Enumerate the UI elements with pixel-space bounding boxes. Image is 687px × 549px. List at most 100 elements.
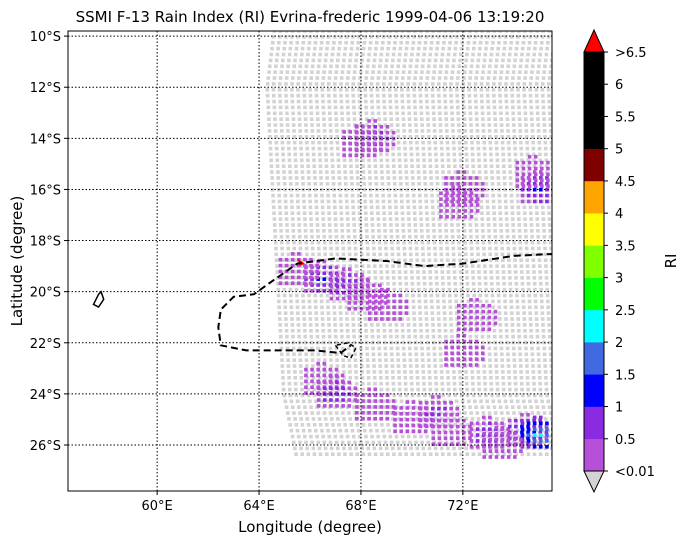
swath-pixel (477, 276, 482, 280)
swath-pixel (400, 87, 404, 92)
x-tick-label: 60°E (142, 499, 173, 514)
swath-pixel (416, 270, 420, 274)
swath-pixel (302, 211, 307, 216)
colorbar-segment (584, 309, 604, 343)
swath-pixel (443, 93, 447, 98)
swath-pixel (408, 352, 412, 357)
rain-pixel (469, 321, 473, 326)
swath-pixel (318, 276, 323, 280)
swath-pixel (494, 135, 498, 139)
swath-pixel (337, 393, 342, 398)
swath-pixel (297, 117, 302, 121)
swath-pixel (473, 93, 478, 98)
swath-pixel (298, 246, 303, 251)
swath-pixel (483, 276, 488, 280)
swath-pixel (534, 305, 538, 310)
rain-pixel (347, 283, 352, 288)
rain-pixel (444, 339, 448, 344)
swath-pixel (363, 317, 368, 321)
rain-pixel (379, 405, 384, 409)
swath-pixel (505, 123, 510, 127)
swath-pixel (333, 334, 338, 339)
colorbar-tick-label: 4 (615, 207, 623, 222)
swath-pixel (436, 199, 441, 204)
swath-pixel (394, 76, 399, 80)
swath-pixel (541, 223, 546, 227)
swath-pixel (398, 276, 402, 280)
swath-pixel (291, 123, 296, 127)
swath-pixel (393, 399, 398, 404)
swath-pixel (477, 452, 482, 456)
swath-pixel (514, 164, 518, 168)
swath-pixel (355, 276, 359, 280)
swath-pixel (548, 117, 552, 121)
swath-pixel (518, 358, 523, 362)
swath-pixel (482, 246, 486, 251)
swath-pixel (492, 405, 497, 409)
rain-pixel (322, 386, 327, 391)
swath-pixel (290, 211, 295, 216)
swath-pixel (459, 176, 464, 180)
swath-pixel (414, 352, 419, 357)
swath-pixel (485, 193, 489, 198)
rain-pixel (493, 321, 498, 326)
swath-pixel (468, 111, 473, 116)
y-tick-label: 24°S (30, 388, 61, 403)
swath-pixel (396, 358, 401, 362)
swath-pixel (367, 270, 371, 274)
swath-pixel (317, 58, 322, 63)
swath-pixel (527, 293, 531, 298)
colorbar-tick-label: 1 (615, 401, 623, 416)
swath-pixel (509, 182, 513, 186)
swath-pixel (370, 405, 374, 409)
swath-pixel (427, 370, 432, 374)
swath-pixel (283, 299, 287, 304)
swath-pixel (446, 381, 451, 386)
rain-pixel (463, 191, 468, 196)
swath-pixel (445, 252, 450, 257)
swath-pixel (440, 52, 445, 57)
swath-pixel (536, 70, 540, 74)
swath-pixel (391, 270, 396, 274)
swath-pixel (526, 387, 530, 392)
swath-pixel (371, 123, 375, 127)
swath-pixel (503, 187, 507, 192)
swath-pixel (290, 328, 295, 333)
swath-pixel (515, 305, 520, 310)
swath-pixel (395, 223, 399, 227)
rain-pixel (398, 305, 402, 310)
swath-pixel (278, 323, 282, 327)
rain-pixel (361, 411, 365, 415)
swath-pixel (542, 117, 546, 121)
swath-pixel (550, 158, 552, 163)
swath-pixel (489, 164, 494, 168)
swath-pixel (352, 217, 356, 221)
rain-pixel (494, 455, 499, 459)
swath-pixel (280, 129, 284, 133)
swath-pixel (339, 328, 344, 333)
swath-pixel (279, 229, 283, 233)
swath-pixel (413, 229, 418, 233)
swath-pixel (431, 99, 435, 104)
swath-pixel (462, 105, 466, 110)
swath-pixel (365, 411, 370, 415)
rain-pixel (475, 197, 480, 201)
rain-pixel (462, 193, 467, 198)
rain-pixel (521, 166, 526, 171)
rain-pixel (481, 315, 486, 320)
swath-pixel (358, 70, 363, 74)
swath-pixel (317, 364, 321, 368)
rain-pixel (411, 400, 416, 404)
swath-pixel (293, 375, 298, 380)
swath-pixel (535, 328, 540, 333)
swath-pixel (512, 352, 516, 357)
rain-pixel (386, 299, 390, 304)
swath-pixel (334, 440, 339, 445)
swath-pixel (318, 158, 322, 163)
swath-pixel (464, 140, 468, 145)
swath-pixel (452, 58, 456, 63)
rain-pixel (469, 327, 473, 332)
swath-pixel (380, 46, 384, 51)
swath-pixel (535, 334, 540, 339)
swath-pixel (513, 446, 517, 451)
